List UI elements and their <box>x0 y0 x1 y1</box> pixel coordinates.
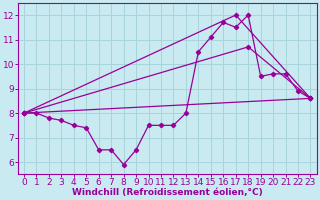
X-axis label: Windchill (Refroidissement éolien,°C): Windchill (Refroidissement éolien,°C) <box>72 188 263 197</box>
